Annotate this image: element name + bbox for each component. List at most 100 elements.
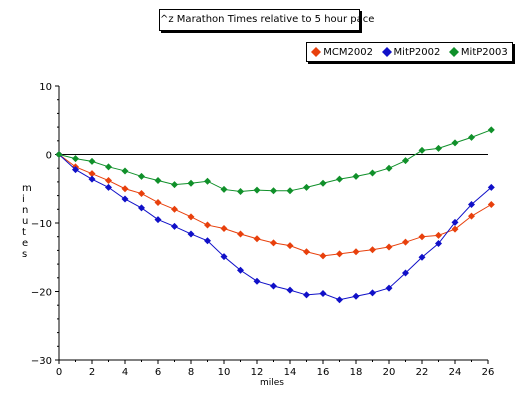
- data-point: [270, 239, 277, 247]
- chart-title: ^z Marathon Times relative to 5 hour pac…: [159, 9, 374, 31]
- data-point: [303, 291, 310, 299]
- x-tick-label: 18: [350, 367, 363, 378]
- data-point: [270, 187, 277, 195]
- data-point: [253, 277, 261, 285]
- data-point: [385, 243, 393, 251]
- y-axis-label-letter: n: [22, 205, 29, 216]
- data-point: [352, 172, 360, 180]
- data-point: [435, 144, 442, 152]
- data-point: [237, 187, 244, 195]
- y-axis-label-letter: s: [22, 249, 28, 260]
- data-point: [418, 253, 426, 261]
- data-point: [171, 181, 178, 189]
- chart-legend: MCM2002 MitP2002 MitP2003: [306, 42, 513, 62]
- data-point: [451, 139, 459, 147]
- data-point: [402, 269, 409, 277]
- y-tick-label: −20: [31, 288, 52, 299]
- data-point: [319, 252, 327, 260]
- data-point: [88, 157, 96, 165]
- data-point: [72, 166, 79, 174]
- data-point: [286, 286, 294, 294]
- y-tick-label: −30: [31, 356, 52, 367]
- data-point: [402, 157, 409, 165]
- x-tick-label: 20: [383, 367, 396, 378]
- y-axis-label-letter: m: [22, 183, 32, 194]
- data-point: [138, 190, 145, 198]
- data-point: [237, 266, 244, 274]
- data-point: [451, 225, 459, 233]
- legend-item-1: MCM2002: [311, 47, 373, 58]
- data-point: [435, 231, 442, 239]
- data-point: [121, 195, 129, 203]
- data-point: [418, 233, 426, 241]
- data-point: [369, 169, 376, 177]
- chart-axes: 100−10−20−300 2 4 6 8 10 12 14 16 18 20 22 24 26: [31, 82, 494, 378]
- y-axis-label-letter: e: [22, 238, 29, 249]
- data-point: [204, 237, 211, 245]
- data-point: [487, 201, 495, 209]
- y-axis-label-letter: u: [22, 216, 29, 227]
- data-point: [220, 253, 228, 261]
- data-point: [487, 126, 495, 134]
- legend-label-3: MitP2003: [460, 46, 508, 58]
- data-point: [88, 170, 96, 178]
- x-axis-label: miles: [260, 378, 284, 388]
- data-point: [253, 235, 261, 243]
- data-point: [270, 282, 277, 290]
- data-point: [319, 290, 327, 298]
- data-point: [154, 177, 162, 185]
- data-point: [171, 222, 178, 230]
- data-point: [88, 175, 96, 183]
- x-tick-label: 0: [56, 367, 62, 378]
- data-point: [352, 248, 360, 256]
- data-point: [105, 163, 112, 171]
- data-point: [286, 187, 294, 195]
- data-point: [204, 221, 211, 229]
- x-tick-label: 22: [416, 367, 429, 378]
- data-point: [171, 205, 178, 213]
- data-point: [385, 164, 393, 172]
- data-point: [138, 204, 145, 212]
- data-point: [336, 250, 343, 258]
- data-point: [336, 296, 343, 304]
- data-point: [369, 246, 376, 254]
- data-point: [435, 240, 442, 248]
- data-point: [286, 242, 294, 250]
- data-point: [187, 213, 195, 221]
- y-tick-label: −10: [31, 219, 52, 230]
- y-axis-label-letter: i: [22, 194, 25, 205]
- data-point: [138, 172, 145, 180]
- y-axis-label-letter: t: [22, 227, 26, 238]
- data-point: [352, 292, 360, 300]
- data-point: [187, 179, 195, 187]
- x-tick-label: 4: [122, 367, 128, 378]
- data-point: [121, 167, 129, 175]
- data-point: [187, 230, 195, 238]
- x-tick-label: 24: [449, 367, 462, 378]
- legend-label-2: MitP2002: [393, 46, 441, 58]
- x-tick-label: 14: [284, 367, 297, 378]
- legend-item-2: MitP2002: [381, 46, 441, 58]
- legend-marker-2: [381, 47, 392, 57]
- data-point: [468, 133, 475, 141]
- x-tick-label: 10: [218, 367, 231, 378]
- y-tick-label: 10: [39, 82, 52, 93]
- data-point: [55, 151, 63, 158]
- data-point: [253, 186, 261, 194]
- data-point: [336, 175, 343, 183]
- data-point: [402, 238, 409, 246]
- legend-marker-3: [448, 47, 459, 57]
- legend-item-3: MitP2003: [448, 46, 508, 58]
- data-point: [303, 183, 310, 191]
- series-layer: [55, 126, 495, 304]
- series-line: [58, 154, 492, 301]
- series-MitP2002: [55, 151, 495, 304]
- data-point: [154, 216, 162, 224]
- data-point: [72, 155, 79, 163]
- data-point: [220, 224, 228, 232]
- data-point: [220, 185, 228, 193]
- legend-marker-1: [311, 47, 322, 57]
- series-line: [58, 129, 492, 192]
- data-point: [303, 248, 310, 256]
